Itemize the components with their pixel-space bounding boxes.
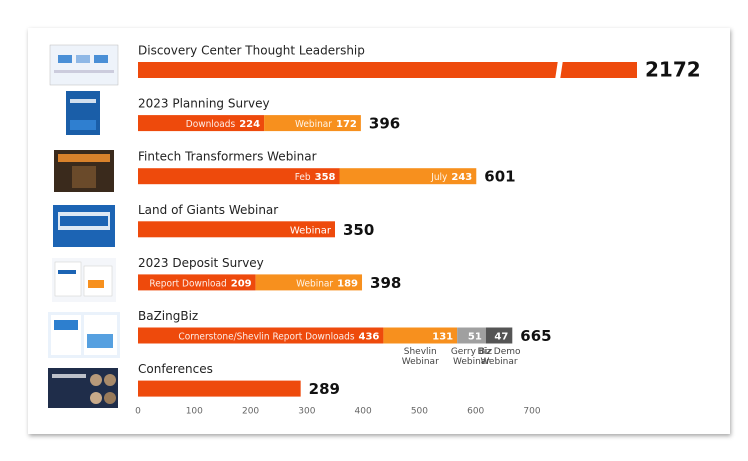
segment-label: Report Download 209 (149, 278, 251, 289)
segment-name: Webinar (295, 119, 332, 130)
row-total: 396 (369, 115, 400, 133)
segment-label: Cornerstone/Shevlin Report Downloads 436 (178, 332, 379, 343)
segment-value: 209 (231, 278, 252, 289)
segment-label: Downloads 224 (186, 119, 260, 130)
segment-value: 172 (336, 119, 357, 130)
card (28, 28, 730, 434)
row-label: Land of Giants Webinar (138, 203, 278, 217)
segment-name: July (430, 172, 448, 183)
x-tick-label: 700 (523, 407, 540, 417)
segment-name: Downloads (186, 119, 236, 130)
row-total: 665 (520, 327, 551, 345)
segment-name: Shevlin Webinar (401, 346, 439, 367)
row-label: Fintech Transformers Webinar (138, 150, 317, 164)
bar-segment (138, 221, 335, 238)
segment-name: Gerry Biz Webinar (450, 346, 493, 367)
segment-label: July 243 (430, 172, 472, 183)
row-total: 398 (370, 274, 401, 292)
segment-label: 51 (468, 332, 482, 343)
segment-name: Report Download (149, 278, 226, 289)
row-label: Discovery Center Thought Leadership (138, 44, 365, 58)
segment-value: 358 (315, 172, 336, 183)
row-label: 2023 Planning Survey (138, 97, 270, 111)
x-tick-label: 500 (411, 407, 428, 417)
segment-name-below: Gerry Biz Webinar (450, 346, 493, 367)
row-total: 2172 (645, 58, 701, 82)
bar-segment (485, 327, 513, 344)
x-tick-label: 100 (186, 407, 203, 417)
row-label: 2023 Deposit Survey (138, 256, 264, 270)
segment-value: 47 (494, 332, 508, 343)
segment-name: Feb (295, 172, 311, 183)
segment-label: Webinar 189 (296, 278, 358, 289)
bar-segment (138, 380, 301, 397)
segment-name: Webinar (296, 278, 333, 289)
segment-name: Cornerstone/Shevlin Report Downloads (178, 332, 354, 343)
row-total: 350 (343, 221, 374, 239)
bar-segment (383, 327, 458, 344)
bar-segment (138, 274, 256, 291)
row-label: BaZingBiz (138, 309, 198, 323)
row-total: 289 (309, 380, 340, 398)
row-total: 601 (484, 168, 515, 186)
segment-value: 243 (451, 172, 472, 183)
segment-name: Biz Demo Webinar (477, 346, 521, 367)
bar-segment (138, 168, 340, 185)
segment-value: 224 (239, 119, 260, 130)
bar-segment (339, 168, 477, 185)
axis-break (555, 60, 563, 80)
bar-segment (255, 274, 363, 291)
segment-label: 47 (494, 332, 508, 343)
segment-name: Webinar (290, 225, 332, 236)
segment-name-below: Biz Demo Webinar (477, 346, 521, 367)
segment-value: 436 (359, 332, 380, 343)
bar-segment (138, 62, 637, 78)
x-tick-label: 200 (242, 407, 259, 417)
segment-value: 131 (432, 332, 453, 343)
segment-value: 51 (468, 332, 482, 343)
bar-segment (138, 327, 384, 344)
segment-label: 131 (432, 332, 453, 343)
segment-value: 189 (337, 278, 358, 289)
segment-label: Feb 358 (295, 172, 336, 183)
segment-label: Webinar 172 (295, 119, 357, 130)
x-tick-label: 0 (135, 407, 141, 417)
bar-segment (457, 327, 486, 344)
x-tick-label: 400 (355, 407, 372, 417)
thumbnails (48, 44, 120, 408)
bar-segment (264, 115, 361, 132)
x-tick-label: 300 (298, 407, 315, 417)
segment-name-below: Shevlin Webinar (401, 346, 439, 367)
bar-segment (138, 115, 265, 132)
row-label: Conferences (138, 362, 213, 376)
x-tick-label: 600 (467, 407, 484, 417)
